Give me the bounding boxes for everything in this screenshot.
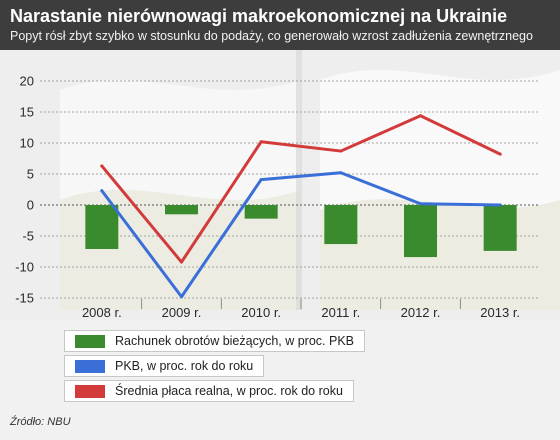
bar-current-account <box>85 205 119 250</box>
legend-item-gdp: PKB, w proc. rok do roku <box>64 355 265 377</box>
source-note: Źródło: NBU <box>10 416 71 428</box>
legend-item-current-account: Rachunek obrotów bieżących, w proc. PKB <box>64 330 366 352</box>
legend-swatch-line-red <box>75 384 105 398</box>
bar-current-account <box>404 205 437 258</box>
line-gdp-point <box>419 202 422 206</box>
y-tick-label: 0 <box>27 198 34 213</box>
bar-current-account <box>165 205 198 215</box>
flag-shape-right <box>320 70 560 210</box>
line-real-wage-point <box>180 260 183 264</box>
flag-pole <box>296 50 302 310</box>
legend-swatch-line-blue <box>75 359 105 373</box>
line-real-wage-point <box>339 149 343 153</box>
y-axis-ticks: 20 15 10 5 0 -5 -10 -15 <box>15 74 34 306</box>
x-tick-label: 2013 r. <box>480 305 520 320</box>
bar-current-account <box>324 205 358 245</box>
y-tick-label: 10 <box>20 136 34 151</box>
line-real-wage-point <box>419 114 422 118</box>
x-tick-label: 2011 r. <box>321 305 360 320</box>
line-gdp-point <box>259 178 263 182</box>
x-tick-label: 2009 r. <box>162 305 202 320</box>
line-gdp <box>100 171 502 299</box>
line-gdp-point <box>498 203 502 207</box>
flag-shape-left <box>60 80 300 200</box>
y-tick-label: 20 <box>20 74 34 89</box>
background-flag-decoration <box>0 50 560 320</box>
y-tick-label: -15 <box>15 291 34 306</box>
line-gdp-point <box>180 295 183 299</box>
legend-label: Rachunek obrotów bieżących, w proc. PKB <box>115 334 355 348</box>
chart-header: Narastanie nierównowagi makroekonomiczne… <box>0 0 560 50</box>
line-series <box>100 114 502 299</box>
legend-label: PKB, w proc. rok do roku <box>115 359 254 373</box>
x-tick-label: 2008 r. <box>82 305 122 320</box>
y-tick-label: 15 <box>20 105 34 120</box>
line-real-wage-point <box>498 152 502 156</box>
flag-shape-lower-left <box>60 190 300 310</box>
x-axis-ticks: 2008 r. 2009 r. 2010 r. 2011 r. 2012 r. 2013 … <box>82 299 520 320</box>
chart-title: Narastanie nierównowagi makroekonomiczne… <box>10 6 508 26</box>
y-tick-label: -5 <box>22 229 34 244</box>
y-tick-label: -10 <box>15 260 34 275</box>
legend-label: Średnia płaca realna, w proc. rok do rok… <box>115 384 343 398</box>
line-real-wage <box>100 114 502 264</box>
line-gdp-point <box>100 189 104 193</box>
x-tick-label: 2012 r. <box>401 305 441 320</box>
bar-series <box>85 205 517 258</box>
legend-item-real-wage: Średnia płaca realna, w proc. rok do rok… <box>64 380 354 402</box>
bar-current-account <box>244 205 278 219</box>
line-real-wage-point <box>100 164 104 168</box>
x-tick-label: 2010 r. <box>241 305 281 320</box>
legend-swatch-bar <box>75 334 105 348</box>
y-tick-label: 5 <box>27 167 34 182</box>
line-real-wage-point <box>259 140 263 144</box>
chart-subtitle: Popyt rósł zbyt szybko w stosunku do pod… <box>10 29 533 43</box>
bar-current-account <box>483 205 517 251</box>
line-gdp-point <box>339 171 343 175</box>
